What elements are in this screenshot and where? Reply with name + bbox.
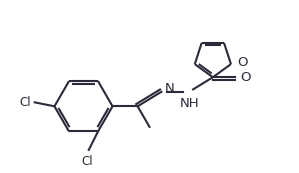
Text: Cl: Cl [19, 96, 31, 109]
Text: Cl: Cl [82, 155, 93, 168]
Text: N: N [164, 82, 174, 95]
Text: NH: NH [179, 97, 199, 110]
Text: O: O [240, 71, 251, 84]
Text: O: O [237, 56, 247, 69]
